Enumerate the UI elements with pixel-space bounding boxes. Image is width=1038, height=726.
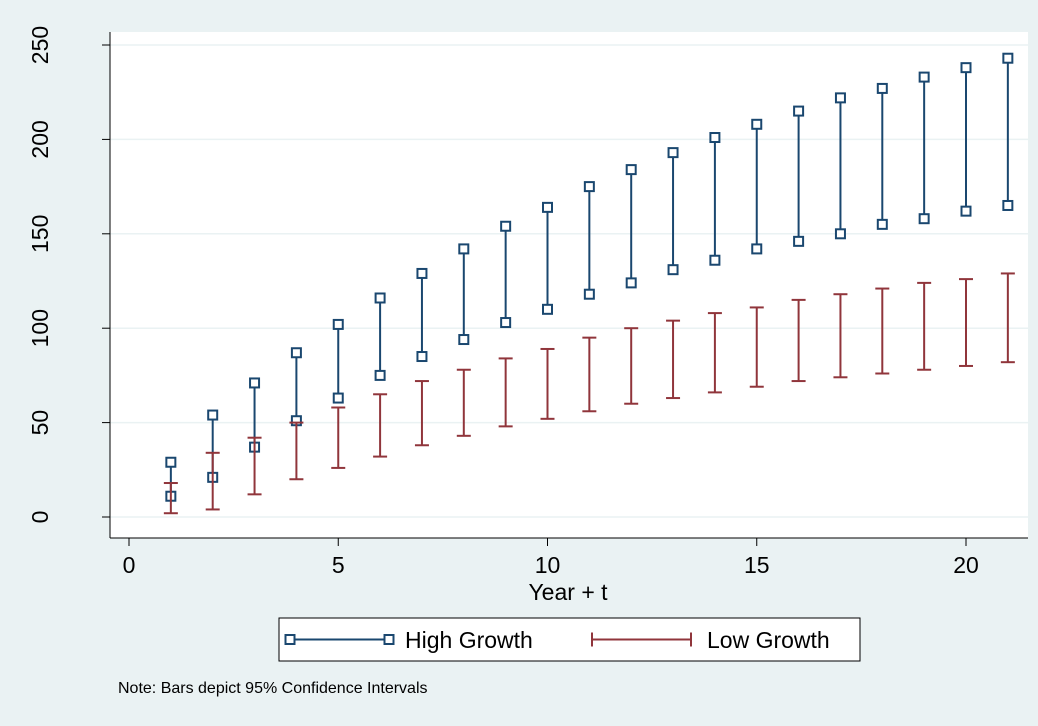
legend-label-low-growth: Low Growth [707, 627, 830, 653]
ci-marker-high [542, 201, 553, 213]
ci-marker-low [667, 264, 679, 276]
chart-note: Note: Bars depict 95% Confidence Interva… [118, 680, 428, 697]
ci-marker-high [332, 318, 344, 330]
ci-marker-high [290, 347, 302, 359]
y-tick-label: 200 [27, 120, 53, 158]
ci-marker-high [207, 409, 219, 421]
y-tick-label: 0 [27, 511, 53, 524]
ci-marker-low [1002, 199, 1014, 211]
ci-marker-low [876, 218, 888, 230]
ci-marker-high [458, 243, 470, 255]
y-tick-label: 100 [27, 309, 53, 347]
plot-area [110, 32, 1028, 538]
y-tick-label: 150 [27, 215, 53, 253]
ci-marker-low [374, 369, 386, 381]
x-tick-label: 0 [123, 552, 136, 578]
ci-marker-low [709, 254, 721, 266]
chart-marks [163, 52, 1015, 515]
y-tick-label: 250 [27, 26, 53, 64]
ci-marker-high [1002, 52, 1014, 64]
ci-marker-high [249, 377, 261, 389]
ci-marker-low [834, 228, 846, 240]
ci-marker-high [751, 118, 763, 130]
series-high-growth [165, 52, 1014, 502]
ci-marker-high [374, 292, 386, 304]
series-low-growth [163, 272, 1015, 515]
ci-marker-high [709, 132, 721, 144]
ci-marker-high [918, 71, 930, 83]
x-tick-label: 10 [535, 552, 561, 578]
ci-marker-high [583, 181, 595, 193]
y-tick-label: 50 [27, 410, 53, 436]
ci-marker-high [834, 92, 846, 104]
axes: 0 50 100 150 200 250 0 5 10 15 20 [27, 26, 1028, 578]
ci-marker-low [793, 235, 805, 247]
ci-marker-high [416, 267, 428, 279]
x-tick-label: 5 [332, 552, 345, 578]
ci-marker-low [583, 288, 595, 300]
ci-marker-low [332, 392, 344, 404]
ci-marker-low [918, 213, 930, 225]
ci-marker-high [876, 82, 888, 94]
legend: High Growth Low Growth [278, 617, 861, 662]
ci-marker-low [960, 205, 972, 217]
ci-marker-high [667, 147, 679, 159]
legend-marker [284, 634, 296, 645]
x-axis-label: Year + t [528, 579, 608, 605]
ci-marker-high [625, 164, 637, 176]
ci-marker-low [751, 243, 763, 255]
ci-marker-high [500, 220, 512, 232]
ci-marker-low [500, 317, 512, 329]
ci-marker-low [542, 303, 553, 315]
ci-marker-high [165, 456, 177, 468]
x-tick-label: 15 [744, 552, 770, 578]
ci-marker-high [960, 62, 972, 74]
legend-marker [383, 634, 395, 645]
ci-marker-low [625, 277, 637, 289]
ci-marker-low [458, 334, 470, 346]
x-tick-label: 20 [953, 552, 979, 578]
ci-marker-high [793, 105, 805, 117]
ci-marker-low [416, 351, 428, 363]
legend-label-high-growth: High Growth [405, 627, 533, 653]
grid-lines [110, 44, 1028, 518]
